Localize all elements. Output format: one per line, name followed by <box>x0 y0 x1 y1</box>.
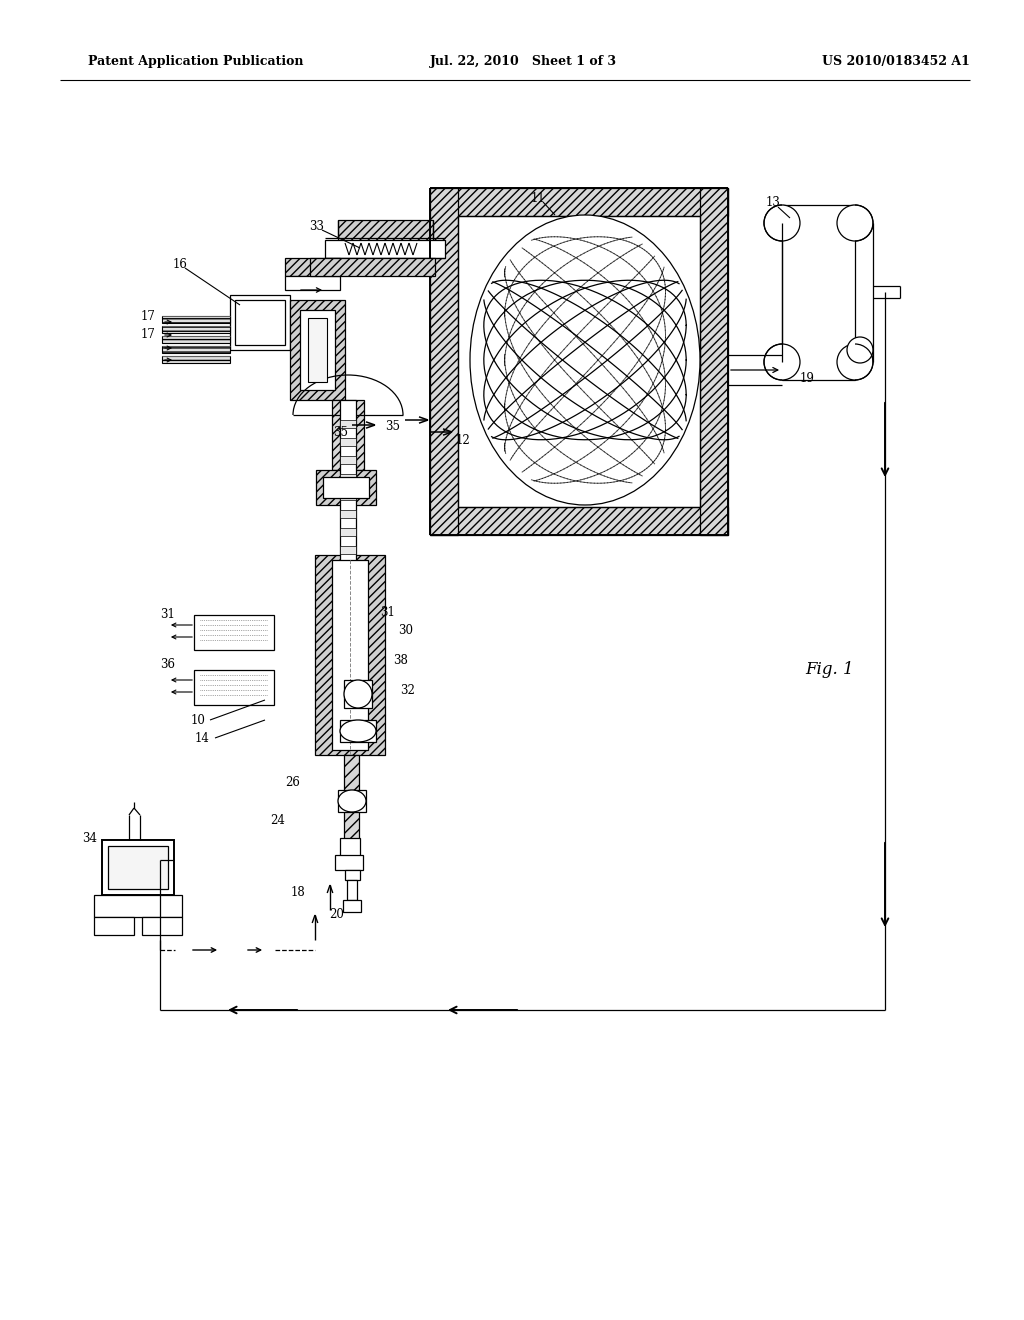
Bar <box>344 755 359 850</box>
Text: 30: 30 <box>398 623 413 636</box>
Bar <box>194 671 274 705</box>
Bar <box>340 455 356 465</box>
Bar <box>340 400 356 620</box>
Text: 17: 17 <box>141 309 156 322</box>
Text: 18: 18 <box>290 887 305 899</box>
Text: 35: 35 <box>385 421 400 433</box>
Bar <box>234 300 285 345</box>
Bar <box>430 507 728 535</box>
Text: 36: 36 <box>160 659 175 672</box>
Bar <box>340 438 356 446</box>
Bar <box>340 492 356 500</box>
Bar <box>340 420 356 428</box>
Bar <box>430 187 458 535</box>
Text: 38: 38 <box>393 653 408 667</box>
Bar <box>340 719 376 742</box>
Bar <box>102 840 174 895</box>
Ellipse shape <box>340 719 376 742</box>
Bar <box>285 276 340 290</box>
Text: Fig. 1: Fig. 1 <box>806 661 854 678</box>
Text: 20: 20 <box>329 908 344 921</box>
Bar <box>340 510 356 517</box>
Ellipse shape <box>847 337 873 363</box>
Text: 16: 16 <box>173 257 187 271</box>
Ellipse shape <box>338 789 366 812</box>
Bar <box>340 838 360 855</box>
Ellipse shape <box>344 680 372 708</box>
Bar <box>343 900 361 912</box>
Bar <box>430 187 728 216</box>
Bar <box>325 240 445 257</box>
Bar <box>316 470 376 506</box>
Bar <box>700 187 728 535</box>
Bar <box>162 337 230 343</box>
Text: 31: 31 <box>160 609 175 622</box>
Bar <box>345 870 360 880</box>
Ellipse shape <box>470 215 700 506</box>
Text: 12: 12 <box>456 433 471 446</box>
Bar <box>340 564 356 572</box>
Bar <box>108 846 168 888</box>
Bar <box>162 356 230 363</box>
Text: 31: 31 <box>380 606 395 619</box>
Bar <box>310 257 435 276</box>
Bar <box>347 880 357 900</box>
Bar <box>290 300 345 400</box>
Bar <box>323 477 369 498</box>
Bar <box>340 474 356 482</box>
Bar <box>94 917 134 935</box>
Text: 24: 24 <box>270 813 285 826</box>
Bar <box>332 400 364 470</box>
Text: Jul. 22, 2010   Sheet 1 of 3: Jul. 22, 2010 Sheet 1 of 3 <box>430 55 617 69</box>
Bar <box>300 310 335 389</box>
Text: 26: 26 <box>285 776 300 788</box>
Bar <box>782 205 855 380</box>
Bar <box>340 546 356 554</box>
Ellipse shape <box>837 345 873 380</box>
Ellipse shape <box>764 205 800 242</box>
Bar <box>142 917 182 935</box>
Bar <box>162 326 230 333</box>
Bar <box>285 257 340 276</box>
Bar <box>338 789 366 812</box>
Text: 10: 10 <box>190 714 205 726</box>
Text: 11: 11 <box>530 191 546 205</box>
Bar <box>162 346 230 352</box>
Text: 34: 34 <box>82 832 97 845</box>
Bar <box>335 855 362 870</box>
Bar <box>194 615 274 649</box>
Bar <box>332 560 368 750</box>
Bar <box>94 895 182 917</box>
Text: 13: 13 <box>766 197 780 210</box>
Ellipse shape <box>837 205 873 242</box>
Bar <box>162 315 230 323</box>
Ellipse shape <box>764 345 800 380</box>
Text: 35: 35 <box>333 425 348 438</box>
Bar <box>230 294 290 350</box>
Text: 19: 19 <box>800 371 815 384</box>
Text: 33: 33 <box>309 219 325 232</box>
Bar <box>338 220 433 242</box>
Text: 17: 17 <box>141 327 156 341</box>
Bar <box>308 318 327 381</box>
Bar <box>340 582 356 590</box>
Bar <box>340 528 356 536</box>
Text: 14: 14 <box>196 731 210 744</box>
Bar <box>344 680 372 708</box>
Text: Patent Application Publication: Patent Application Publication <box>88 55 303 69</box>
Text: 32: 32 <box>400 684 415 697</box>
Bar <box>315 554 385 755</box>
Text: US 2010/0183452 A1: US 2010/0183452 A1 <box>822 55 970 69</box>
